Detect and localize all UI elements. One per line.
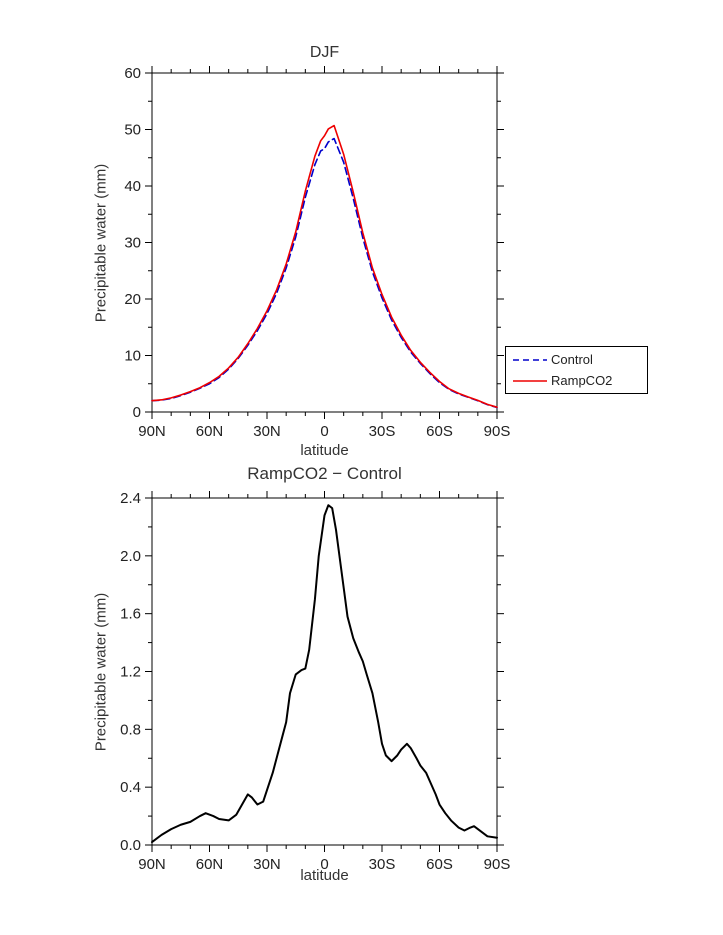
series-line-rampco2-control <box>151 504 498 844</box>
y-tick-label: 60 <box>124 65 141 82</box>
diff-plot-svg: 90N 60N 30N 0 30S 60S 90S 0.0 0.4 0.8 1.2 1.6 2.0 2.4 <box>120 490 511 873</box>
legend-item-control: Control <box>512 352 641 367</box>
axes <box>145 491 504 852</box>
y-tick-label: 2.0 <box>120 548 141 565</box>
diff-x-axis-label: latitude <box>300 867 349 884</box>
y-tick-label: 2.4 <box>120 490 141 507</box>
x-tick-label: 90N <box>138 423 166 440</box>
x-tick-label: 0 <box>320 856 328 873</box>
x-tick-label: 90N <box>138 856 166 873</box>
x-tick-label: 0 <box>320 423 328 440</box>
y-tick-label: 50 <box>124 122 141 139</box>
axes <box>145 66 504 419</box>
legend-label-control: Control <box>551 352 593 367</box>
djf-plot-svg: 90N 60N 30N 0 30S 60S 90S 0 10 20 30 40 50 60 <box>124 65 511 440</box>
x-tick-label: 60N <box>196 423 224 440</box>
legend-label-rampco2: RampCO2 <box>551 373 613 388</box>
x-tick-label: 30S <box>369 423 396 440</box>
legend: Control RampCO2 <box>505 346 648 394</box>
y-tick-label: 0.8 <box>120 721 141 738</box>
legend-item-rampco2: RampCO2 <box>512 373 641 388</box>
diff-chart-title: RampCO2 − Control <box>247 464 402 483</box>
y-tick-label: 1.2 <box>120 664 141 681</box>
y-tick-label: 1.6 <box>120 606 141 623</box>
y-tick-label: 0 <box>133 404 141 421</box>
x-tick-label: 60N <box>196 856 224 873</box>
x-tick-label: 60S <box>426 423 453 440</box>
x-tick-label: 30N <box>253 856 281 873</box>
djf-x-axis-label: latitude <box>300 442 349 459</box>
y-tick-label: 40 <box>124 178 141 195</box>
x-tick-label: 90S <box>484 423 511 440</box>
y-tick-label: 10 <box>124 348 141 365</box>
series-line-control <box>151 137 498 409</box>
x-tick-label: 30S <box>369 856 396 873</box>
x-tick-label: 90S <box>484 856 511 873</box>
x-tick-label: 60S <box>426 856 453 873</box>
y-tick-label: 0.4 <box>120 779 141 796</box>
control-line-sample <box>513 358 547 361</box>
series-line-rampco2 <box>151 124 498 409</box>
y-tick-label: 20 <box>124 291 141 308</box>
rampco2-line-sample <box>513 379 547 382</box>
y-tick-label: 0.0 <box>120 837 141 854</box>
djf-chart-title: DJF <box>309 44 340 61</box>
y-tick-label: 30 <box>124 235 141 252</box>
x-tick-label: 30N <box>253 423 281 440</box>
